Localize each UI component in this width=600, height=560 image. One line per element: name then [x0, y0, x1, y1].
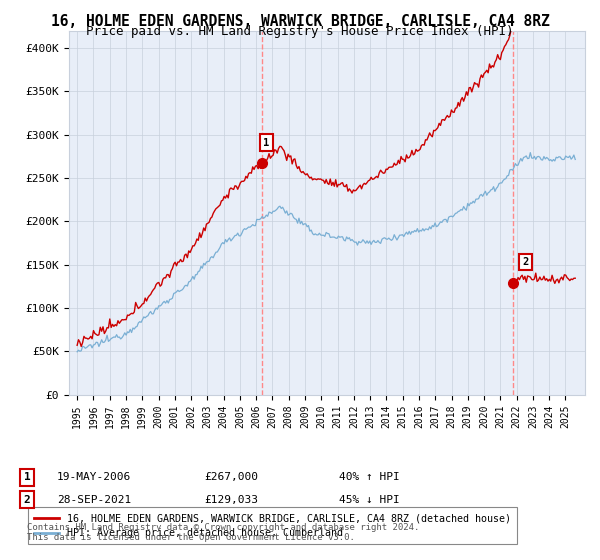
Text: 40% ↑ HPI: 40% ↑ HPI — [339, 472, 400, 482]
Text: 16, HOLME EDEN GARDENS, WARWICK BRIDGE, CARLISLE, CA4 8RZ: 16, HOLME EDEN GARDENS, WARWICK BRIDGE, … — [50, 14, 550, 29]
Text: 45% ↓ HPI: 45% ↓ HPI — [339, 494, 400, 505]
Text: Contains HM Land Registry data © Crown copyright and database right 2024.: Contains HM Land Registry data © Crown c… — [27, 523, 419, 532]
Text: 19-MAY-2006: 19-MAY-2006 — [57, 472, 131, 482]
Text: This data is licensed under the Open Government Licence v3.0.: This data is licensed under the Open Gov… — [27, 533, 355, 542]
Text: 2: 2 — [23, 494, 31, 505]
Text: £267,000: £267,000 — [204, 472, 258, 482]
Text: 1: 1 — [23, 472, 31, 482]
Text: 2: 2 — [523, 257, 529, 267]
Legend: 16, HOLME EDEN GARDENS, WARWICK BRIDGE, CARLISLE, CA4 8RZ (detached house), HPI:: 16, HOLME EDEN GARDENS, WARWICK BRIDGE, … — [28, 507, 517, 544]
Text: 1: 1 — [263, 138, 269, 148]
Text: £129,033: £129,033 — [204, 494, 258, 505]
Text: Price paid vs. HM Land Registry's House Price Index (HPI): Price paid vs. HM Land Registry's House … — [86, 25, 514, 38]
Text: 28-SEP-2021: 28-SEP-2021 — [57, 494, 131, 505]
